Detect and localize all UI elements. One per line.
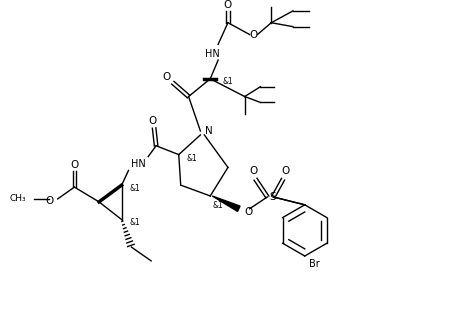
Text: &1: &1 [129,184,140,193]
Text: S: S [269,192,276,202]
Text: N: N [205,126,213,136]
Text: O: O [249,166,258,176]
Text: CH₃: CH₃ [9,194,26,204]
Text: O: O [281,166,289,176]
Text: O: O [224,0,232,10]
Text: &1: &1 [187,154,198,163]
Text: HN: HN [205,49,220,59]
Text: &1: &1 [129,218,140,227]
Text: O: O [163,72,171,82]
Text: O: O [70,160,78,170]
Text: &1: &1 [212,201,223,210]
Text: &1: &1 [222,77,233,86]
Text: O: O [148,116,156,126]
Text: HN: HN [131,160,146,169]
Text: O: O [46,196,54,206]
Text: O: O [245,207,253,217]
Text: O: O [249,30,258,40]
Text: Br: Br [308,259,319,269]
Polygon shape [212,196,240,211]
